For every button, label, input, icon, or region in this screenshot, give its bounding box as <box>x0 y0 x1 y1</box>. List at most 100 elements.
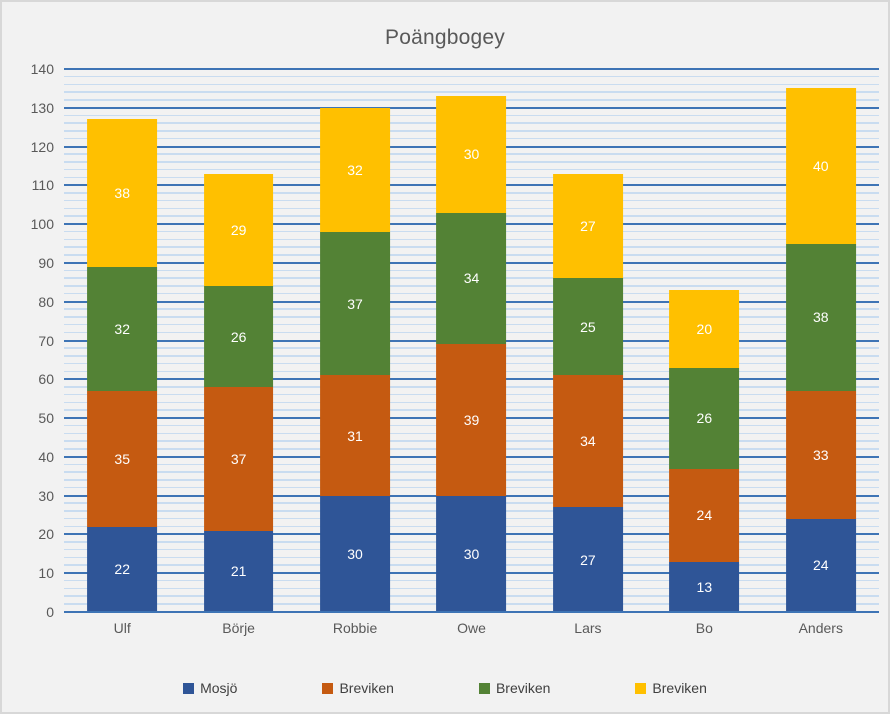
data-label: 27 <box>580 551 596 568</box>
gridline-minor <box>64 75 879 78</box>
data-label: 39 <box>463 412 480 429</box>
data-label: 38 <box>812 309 829 326</box>
x-tick-label: Robbie <box>332 620 378 636</box>
bar-segment-breviken-1: 37 <box>203 387 274 531</box>
chart-title: Poängbogey <box>385 26 505 49</box>
legend-swatch-icon <box>183 682 195 694</box>
plot-area: 22 35 32 38 21 37 26 29 30 31 37 32 30 39 34 30 27 34 25 27… <box>64 68 879 613</box>
data-label: 35 <box>114 450 130 467</box>
y-tick-label: 120 <box>30 138 54 155</box>
bar-column-anders: 24 33 38 40 <box>763 69 879 612</box>
bar-column-bo: 13 24 26 20 <box>646 69 762 612</box>
data-label: 20 <box>696 320 713 337</box>
gridline-minor <box>64 91 879 93</box>
data-label: 34 <box>580 433 596 450</box>
bar-segment-breviken-1: 34 <box>552 375 623 508</box>
y-tick-label: 10 <box>38 565 54 582</box>
data-label: 29 <box>230 221 247 238</box>
bar-stack: 30 39 34 30 <box>436 69 507 612</box>
y-tick-label: 0 <box>46 604 54 620</box>
legend-item-breviken-1: Breviken <box>322 680 394 696</box>
x-axis-line <box>64 611 879 613</box>
legend-item-breviken-2: Breviken <box>478 680 551 696</box>
bar-segment-mosjö-0: 21 <box>203 530 274 612</box>
data-label: 32 <box>114 320 130 337</box>
bar-segment-breviken-2: 38 <box>785 243 856 391</box>
bar-segment-breviken-3: 38 <box>87 119 158 267</box>
bar-segment-breviken-3: 40 <box>785 88 856 244</box>
bar-column-owe: 30 39 34 30 <box>413 69 529 612</box>
data-label: 30 <box>347 545 363 562</box>
data-label: 24 <box>812 557 829 574</box>
legend-label: Mosjö <box>200 680 238 696</box>
bar-segment-mosjö-0: 24 <box>785 518 856 612</box>
bar-segment-breviken-2: 37 <box>320 231 390 376</box>
bar-segment-breviken-3: 27 <box>552 173 623 279</box>
legend-label: Breviken <box>495 680 551 696</box>
y-tick-label: 70 <box>38 332 54 349</box>
data-label: 32 <box>347 161 363 178</box>
y-tick-label: 140 <box>30 61 54 77</box>
bar-stack: 21 37 26 29 <box>203 69 274 612</box>
data-label: 13 <box>696 578 713 595</box>
bar-segment-breviken-1: 39 <box>436 344 507 496</box>
data-label: 27 <box>580 218 596 235</box>
legend: Mosjö Breviken Breviken Breviken <box>2 680 888 696</box>
gridline-major <box>64 68 879 70</box>
data-label: 33 <box>812 446 829 463</box>
data-label: 34 <box>463 270 480 287</box>
legend-swatch-icon <box>322 682 334 694</box>
data-label: 37 <box>347 295 363 312</box>
y-tick-label: 60 <box>38 371 54 388</box>
bar-stack: 24 33 38 40 <box>785 69 856 612</box>
y-tick-label: 30 <box>38 487 54 504</box>
y-tick-label: 110 <box>31 177 54 194</box>
y-tick-label: 80 <box>38 293 54 310</box>
x-tick-label: Owe <box>457 620 486 636</box>
data-label: 22 <box>114 561 130 578</box>
bar-stack: 30 31 37 32 <box>320 69 390 612</box>
data-label: 37 <box>230 450 247 467</box>
data-label: 26 <box>696 410 713 427</box>
bar-segment-breviken-3: 32 <box>320 107 390 232</box>
x-axis: Ulf Börje Robbie Owe Lars Bo Anders <box>64 620 879 644</box>
legend-item-breviken-3: Breviken <box>635 680 707 696</box>
data-label: 30 <box>463 146 480 163</box>
bar-segment-mosjö-0: 13 <box>669 561 740 612</box>
gridline-minor <box>64 83 879 85</box>
bar-segment-mosjö-0: 22 <box>87 526 158 612</box>
bar-stack: 13 24 26 20 <box>669 69 740 612</box>
data-label: 25 <box>580 318 596 335</box>
y-tick-label: 90 <box>38 254 54 271</box>
data-label: 26 <box>230 328 247 345</box>
legend-swatch-icon <box>478 682 490 694</box>
bar-segment-breviken-3: 20 <box>669 290 740 368</box>
legend-label: Breviken <box>339 680 394 696</box>
x-tick-label: Ulf <box>113 620 131 636</box>
data-label: 21 <box>230 563 247 580</box>
x-tick-label: Börje <box>222 620 255 636</box>
bar-segment-breviken-1: 33 <box>785 390 856 519</box>
y-tick-label: 20 <box>38 526 54 543</box>
bar-segment-breviken-3: 30 <box>436 96 507 213</box>
legend-label: Breviken <box>652 680 707 696</box>
data-label: 31 <box>347 427 363 444</box>
data-label: 40 <box>812 157 829 174</box>
y-tick-label: 100 <box>30 216 54 233</box>
bar-segment-breviken-2: 25 <box>552 278 623 376</box>
bar-segment-mosjö-0: 30 <box>320 495 390 612</box>
bar-stack: 27 34 25 27 <box>552 69 623 612</box>
bar-segment-breviken-2: 26 <box>203 286 274 388</box>
bar-stack: 22 35 32 38 <box>87 69 158 612</box>
bar-segment-breviken-3: 29 <box>203 173 274 287</box>
legend-item-mosjö-0: Mosjö <box>183 680 237 696</box>
bar-segment-breviken-1: 35 <box>87 390 158 527</box>
bar-column-robbie: 30 31 37 32 <box>297 69 413 612</box>
data-label: 24 <box>696 507 713 524</box>
x-tick-label: Bo <box>695 620 713 636</box>
data-label: 30 <box>463 545 480 562</box>
bar-segment-breviken-2: 34 <box>436 212 507 345</box>
x-tick-label: Lars <box>574 620 602 636</box>
y-tick-label: 130 <box>30 99 54 116</box>
